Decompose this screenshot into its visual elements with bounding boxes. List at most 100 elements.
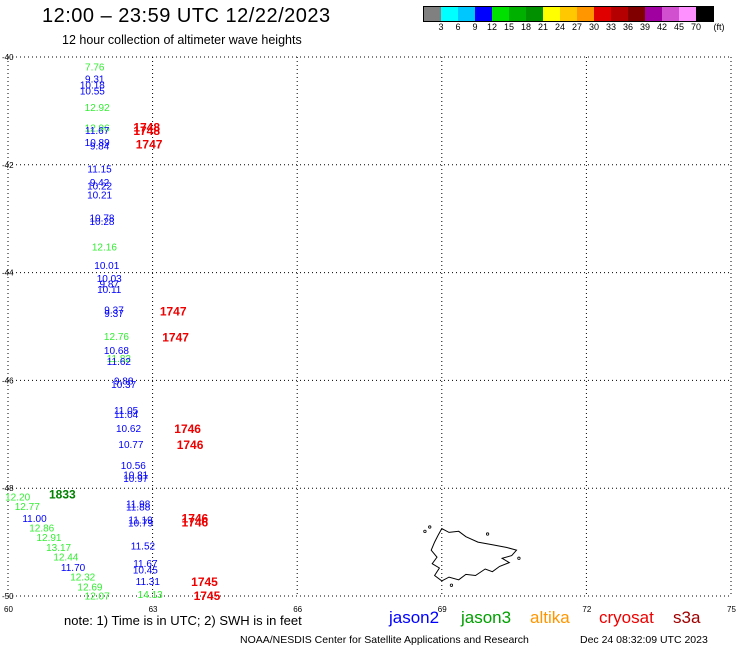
wave-height-label: 9.84: [90, 141, 110, 152]
color-scale-tick: 18: [520, 22, 532, 32]
wave-height-label: 7.76: [85, 63, 105, 74]
color-scale-unit: (ft): [713, 22, 725, 32]
color-scale-tick: 6: [455, 22, 461, 32]
color-scale-tick: 24: [554, 22, 566, 32]
wave-height-label: 10.62: [116, 424, 141, 435]
islet-outline: [517, 556, 521, 560]
wave-height-label: 12.44: [53, 553, 78, 564]
lon-label: 69: [438, 605, 447, 614]
color-scale-tick: 15: [503, 22, 515, 32]
lat-label: -40: [2, 53, 14, 62]
lat-label: -50: [2, 592, 14, 601]
wave-height-label: 10.45: [133, 566, 158, 577]
wave-height-label: 10.11: [97, 285, 122, 296]
wave-height-label: 12.69: [77, 582, 102, 593]
color-swatch: [628, 7, 645, 21]
wave-height-label: 12.32: [70, 573, 95, 584]
wave-height-label: 11.67: [133, 559, 158, 570]
color-scale-tick: 45: [673, 22, 685, 32]
wave-height-label: 10.89: [85, 138, 110, 149]
wave-height-label: 12.92: [85, 103, 110, 114]
page-title: 12:00 – 23:59 UTC 12/22/2023: [42, 5, 331, 27]
wave-height-label: 10.18: [80, 80, 105, 91]
pass-time-label: 1745: [191, 575, 218, 589]
color-swatch: [526, 7, 543, 21]
wave-height-label: 12.16: [92, 243, 117, 254]
wave-height-label: 11.98: [126, 499, 151, 510]
color-scale-tick: 39: [639, 22, 651, 32]
islet-outline: [485, 532, 490, 536]
lon-label: 66: [293, 605, 302, 614]
wave-height-label: 11.82: [107, 354, 132, 365]
wave-height-label: 9.37: [104, 309, 124, 320]
wave-height-label: 12.77: [15, 502, 40, 513]
color-swatch: [543, 7, 560, 21]
pass-time-label: 1833: [49, 488, 76, 502]
pass-time-label: 1747: [160, 304, 187, 318]
wave-height-label: 10.28: [89, 217, 114, 228]
color-swatch: [560, 7, 577, 21]
color-scale-bar: [423, 6, 714, 22]
wave-height-label: 9.87: [99, 279, 119, 290]
wave-height-label: 11.67: [85, 126, 110, 137]
color-scale-tick: 36: [622, 22, 634, 32]
pass-time-label: 1746: [174, 422, 201, 436]
pass-time-label: 1745: [194, 589, 221, 603]
wave-height-label: 10.77: [118, 440, 143, 451]
wave-height-label: 14.13: [138, 590, 163, 601]
wave-height-label: 9.31: [85, 75, 105, 86]
color-swatch: [475, 7, 492, 21]
wave-height-label: 9.42: [90, 178, 110, 189]
wave-height-label: 10.03: [97, 274, 122, 285]
pass-time-label: 1747: [136, 137, 163, 151]
footer-credit: NOAA/NESDIS Center for Satellite Applica…: [240, 634, 529, 646]
wave-height-label: 11.05: [114, 406, 139, 417]
lon-label: 63: [149, 605, 158, 614]
wave-height-label: 11.19: [128, 515, 153, 526]
color-scale-legend: 3 6 9 12 15 18 21 24 27 30 33 36 39 42 45 70 (ft): [423, 6, 735, 36]
footer-timestamp: Dec 24 08:32:09 UTC 2023: [580, 634, 708, 646]
wave-height-label: 12.07: [85, 591, 110, 602]
islet-outline: [449, 583, 454, 587]
wave-height-label: 10.22: [87, 181, 112, 192]
wave-height-label: 9.37: [104, 305, 124, 316]
color-swatch: [441, 7, 458, 21]
color-swatch: [662, 7, 679, 21]
wave-height-label: 11.04: [114, 410, 139, 421]
legend-altika: altika: [530, 608, 570, 627]
color-swatch: [492, 7, 509, 21]
color-swatch: [577, 7, 594, 21]
wave-height-label: 12.86: [29, 524, 54, 535]
wave-height-label: 12.76: [104, 332, 129, 343]
pass-time-label: 1746: [177, 438, 204, 452]
color-scale-tick: 33: [605, 22, 617, 32]
color-scale-tick: 70: [690, 22, 702, 32]
wave-height-label: 11.62: [107, 357, 132, 368]
legend-jason3: jason3: [461, 608, 512, 627]
wave-height-label: 10.97: [123, 474, 148, 485]
wave-height-label: 12.91: [36, 533, 61, 544]
wave-height-label: 11.88: [126, 503, 151, 514]
lon-label: 72: [582, 605, 591, 614]
color-scale-tick: 42: [656, 22, 668, 32]
lat-label: -48: [2, 484, 14, 493]
color-scale-tick: 21: [537, 22, 549, 32]
wave-height-label: 10.68: [104, 346, 129, 357]
lon-label: 60: [4, 605, 13, 614]
color-swatch: [458, 7, 475, 21]
pass-time-label: 1748: [133, 121, 160, 135]
color-swatch: [611, 7, 628, 21]
wave-height-label: 10.01: [94, 261, 119, 272]
wave-height-label: 9.88: [114, 376, 134, 387]
islet-outline: [423, 529, 427, 533]
color-scale-tick: 3: [438, 22, 444, 32]
color-swatch: [696, 7, 713, 21]
pass-time-label: 1747: [162, 330, 189, 344]
page-subtitle: 12 hour collection of altimeter wave hei…: [62, 33, 302, 47]
pass-time-label: 1748: [133, 124, 160, 138]
wave-height-label: 11.70: [61, 563, 86, 574]
wave-height-label: 10.79: [128, 519, 153, 530]
wave-height-label: 10.21: [87, 190, 112, 201]
wave-height-label: 10.37: [111, 380, 136, 391]
